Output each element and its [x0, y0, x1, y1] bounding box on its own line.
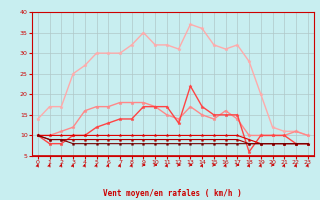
- Text: Vent moyen/en rafales ( km/h ): Vent moyen/en rafales ( km/h ): [103, 189, 242, 198]
